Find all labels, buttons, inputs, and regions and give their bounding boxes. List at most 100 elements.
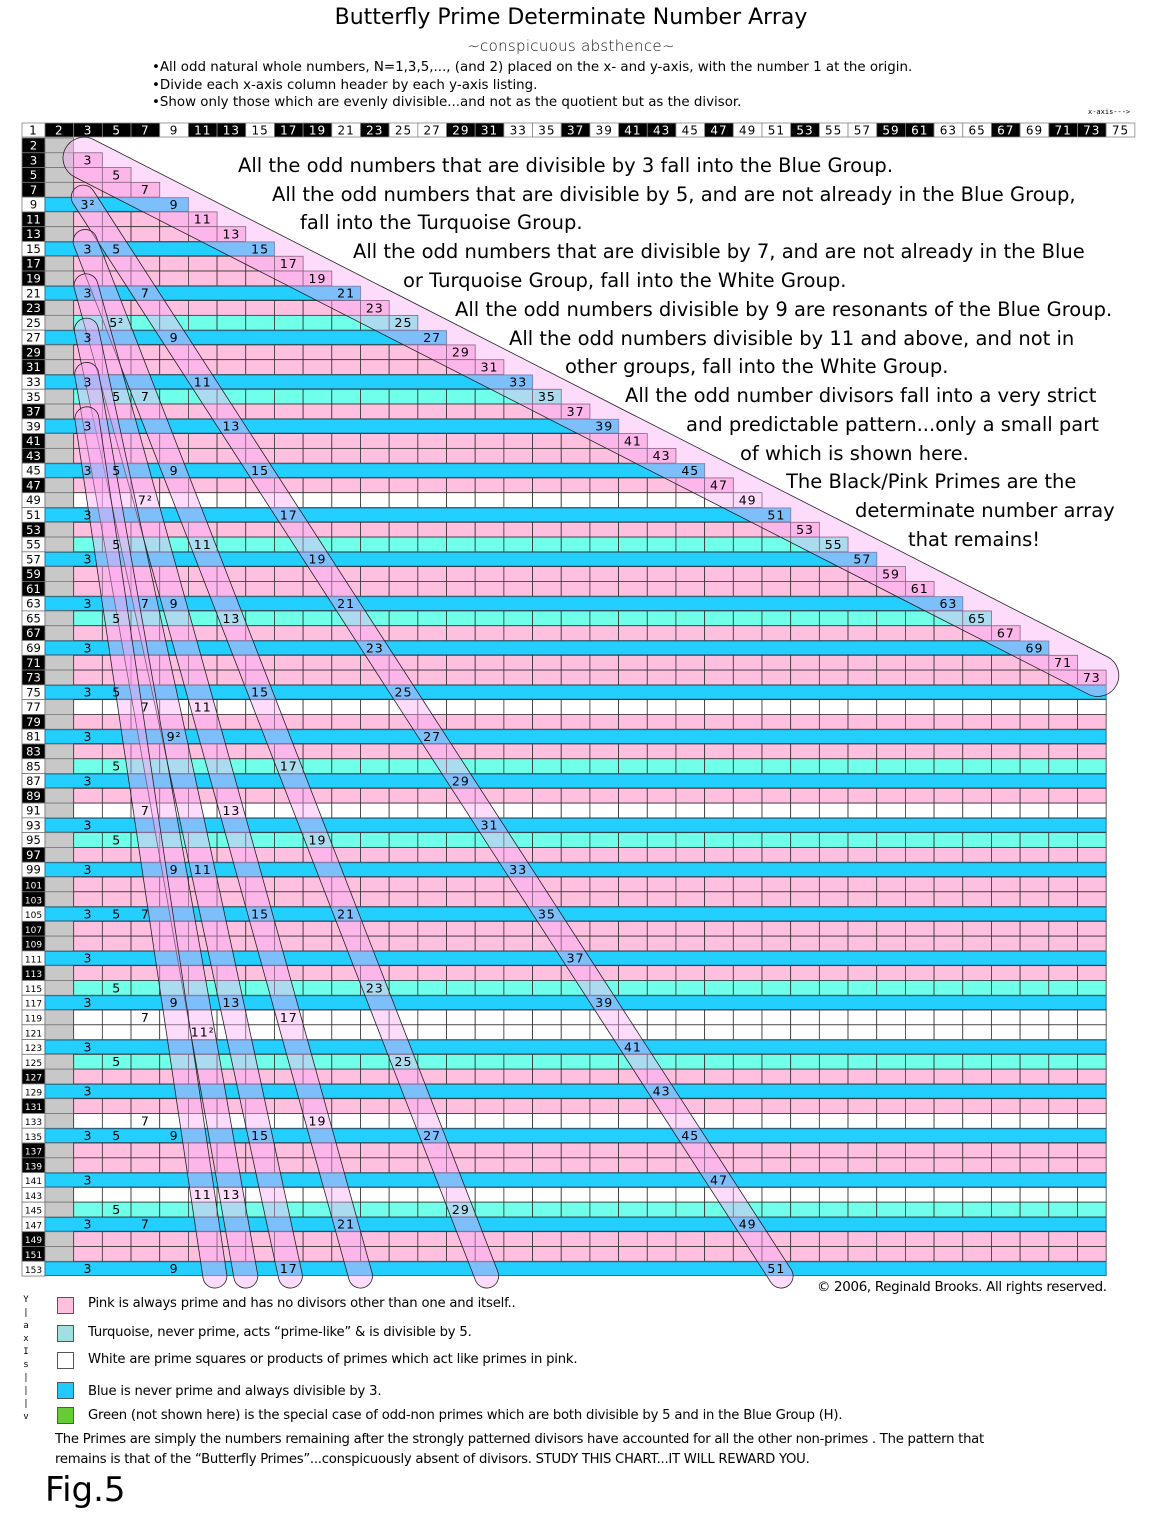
grid-cell [73, 1098, 103, 1114]
grid-cell [1077, 1053, 1107, 1070]
grid-cell [675, 699, 706, 715]
grid-cell [732, 714, 763, 730]
grid-cell [675, 669, 706, 686]
grey-cell [44, 1142, 75, 1159]
grey-cell [44, 1246, 75, 1262]
grid-cell [1048, 1009, 1078, 1026]
grid-cell [933, 1142, 964, 1159]
grid-cell [847, 965, 878, 981]
divisor-label: 25 [395, 315, 413, 330]
grid-cell [991, 1231, 1021, 1247]
grid-cell [618, 1186, 648, 1203]
grid-cell [560, 566, 591, 582]
grid-cell [790, 935, 820, 952]
grid-cell [560, 654, 591, 671]
grid-cell [560, 492, 591, 508]
y-axis-label: 81 [26, 730, 41, 744]
grid-cell [589, 1098, 619, 1114]
note-line: other groups, fall into the White Group. [565, 355, 949, 378]
grid-cell [1048, 802, 1078, 819]
grid-cell [274, 403, 304, 420]
grid-cell [388, 1186, 419, 1203]
divisor-label: 49 [739, 493, 757, 508]
y-axis-label: 105 [25, 911, 42, 921]
divisor-label: 55 [825, 537, 843, 552]
grid-cell [589, 581, 619, 597]
y-axis-label: 19 [26, 272, 41, 286]
grid-cell [761, 581, 792, 597]
y-axis-label: 37 [26, 405, 41, 419]
grid-cell [360, 344, 390, 361]
grid-cell [818, 876, 849, 893]
note-line: of which is shown here. [740, 442, 969, 465]
grid-cell [646, 669, 677, 686]
grid-cell [991, 625, 1021, 641]
grid-cell [532, 433, 562, 449]
grid-cell [130, 980, 161, 996]
divisor-label: 3 [84, 153, 93, 168]
grid-cell [417, 891, 447, 907]
grid-cell [761, 847, 792, 863]
divisor-label: 11 [194, 374, 212, 389]
grid-cell [388, 447, 419, 464]
grid-cell [302, 1009, 333, 1026]
grid-cell [589, 536, 619, 553]
grid-cell [130, 1201, 161, 1218]
row-111: 111 [21, 950, 1107, 967]
grid-cell [704, 876, 734, 893]
grid-cell [933, 654, 964, 671]
grid-cell [331, 699, 361, 715]
grid-cell [818, 1231, 849, 1247]
grid-cell [905, 1157, 935, 1173]
y-axis-label: 53 [26, 523, 41, 537]
grid-cell [130, 1024, 161, 1040]
grid-cell [274, 566, 304, 582]
x-header-label: 61 [911, 124, 928, 138]
divisor-label: 29 [452, 1202, 470, 1217]
grid-cell [474, 669, 505, 686]
grid-cell [474, 1157, 505, 1173]
grid-cell [446, 1113, 476, 1129]
grid-cell [1019, 1098, 1050, 1114]
grid-cell [704, 610, 734, 627]
grid-cell [417, 403, 447, 420]
divisor-label: 9 [170, 197, 179, 212]
grid-cell [331, 344, 361, 361]
grid-cell [1077, 935, 1107, 952]
grid-cell [216, 699, 247, 715]
grid-cell [618, 1201, 648, 1218]
grid-cell [302, 758, 333, 774]
grid-cell [732, 920, 763, 937]
grid-cell [274, 876, 304, 893]
grid-cell [962, 935, 992, 952]
grid-cell [474, 1024, 505, 1040]
grid-cell [532, 965, 562, 981]
grid-cell [1077, 1186, 1107, 1203]
grid-cell [761, 787, 792, 804]
grey-cell [44, 492, 75, 508]
grid-cell [1048, 1053, 1078, 1070]
grid-cell [532, 610, 562, 627]
grid-cell [732, 1053, 763, 1070]
grid-cell [675, 1201, 706, 1218]
grid-cell [618, 1246, 648, 1262]
grid-cell [446, 1053, 476, 1070]
grey-cell [44, 1024, 75, 1040]
grid-cell [790, 1186, 820, 1203]
divisor-label: 29 [452, 773, 470, 788]
grid-cell [1077, 1068, 1107, 1085]
blue-row-bar [44, 197, 189, 212]
grid-cell [417, 1053, 447, 1070]
row-89: 89 [21, 787, 1107, 804]
y-axis-label: 73 [26, 671, 41, 685]
grid-cell [876, 876, 906, 893]
x-header-label: 31 [481, 124, 498, 138]
grid-cell [101, 1157, 132, 1173]
grid-cell [331, 1024, 361, 1040]
grid-cell [130, 1157, 161, 1173]
grid-cell [790, 1024, 820, 1040]
grid-cell [818, 1246, 849, 1262]
grid-cell [847, 669, 878, 686]
grid-cell [245, 403, 275, 420]
grid-cell [732, 625, 763, 641]
